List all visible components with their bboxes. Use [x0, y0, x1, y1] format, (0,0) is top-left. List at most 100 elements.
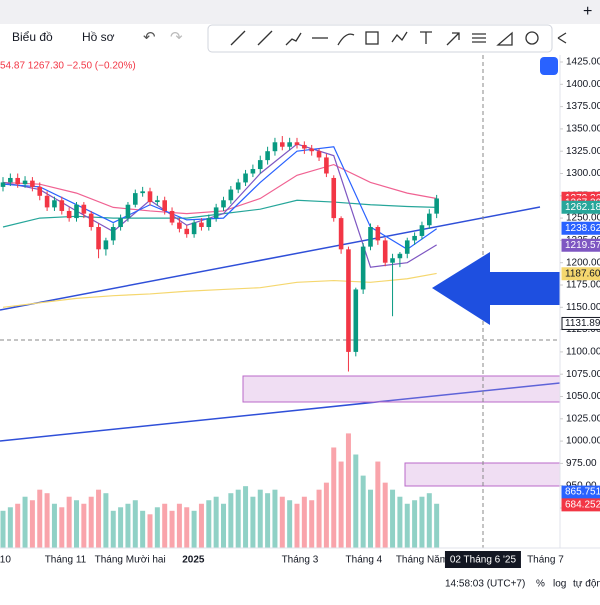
- candle-body: [147, 191, 153, 203]
- price-flag-label: 1219.57: [565, 240, 600, 251]
- volume-bar: [301, 496, 307, 548]
- candle-body: [44, 195, 50, 208]
- drawing-toolbar: [207, 24, 553, 53]
- y-tick-label: 1400.00: [566, 79, 600, 90]
- volume-bar: [316, 489, 322, 548]
- y-tick-label: 1425.00: [566, 57, 600, 68]
- volume-bar: [360, 475, 366, 548]
- volume-bar: [345, 433, 351, 548]
- candle-body: [118, 218, 123, 228]
- undo[interactable]: ↶: [143, 29, 156, 46]
- volume-bar: [154, 507, 160, 548]
- volume-bar: [37, 489, 43, 548]
- y-tick-label: 1000.00: [566, 436, 600, 447]
- volume-bar: [118, 507, 124, 548]
- cursor-time-box: [444, 551, 521, 568]
- candle-body: [309, 148, 314, 152]
- tool-arrow[interactable]: [446, 32, 460, 46]
- x-tick-label: Tháng Năm: [396, 555, 448, 566]
- price-flag: [561, 200, 600, 214]
- candle-body: [221, 200, 226, 208]
- volume-bar: [375, 461, 381, 548]
- y-tick-label: 975.00: [566, 458, 597, 469]
- tool-measure[interactable]: [496, 31, 513, 46]
- legend-values: 54.87 1267.30 −2.50 (−0.20%): [0, 61, 136, 72]
- percent-toggle[interactable]: %: [536, 579, 545, 590]
- volume-bar: [213, 496, 219, 548]
- tool-pattern[interactable]: [391, 31, 408, 43]
- x-tick-label: 2025: [182, 555, 205, 566]
- candle-body: [346, 249, 351, 352]
- candle-body: [434, 198, 439, 214]
- volume-bar: [169, 510, 175, 548]
- volume-bar: [294, 503, 300, 548]
- volume-bar: [235, 489, 241, 548]
- moving-average: [2, 143, 437, 268]
- candle-body: [199, 222, 204, 228]
- candle-body: [96, 227, 101, 250]
- redo[interactable]: ↷: [170, 29, 183, 46]
- tool-path[interactable]: [285, 32, 302, 46]
- status-bar: [0, 574, 600, 600]
- volume-bar: [15, 503, 21, 548]
- price-flag-label: 1187.60: [565, 268, 600, 279]
- candle-body: [331, 177, 337, 219]
- y-tick-label: 1025.00: [566, 413, 600, 424]
- candle-body: [397, 253, 403, 259]
- volume-bar: [368, 489, 373, 548]
- price-flag: [561, 316, 600, 330]
- volume-bar: [426, 493, 432, 548]
- volume-bar: [66, 496, 72, 548]
- volume-bar: [140, 510, 146, 548]
- volume-bar: [434, 503, 440, 548]
- chart-menu[interactable]: Biểu đồ: [12, 30, 53, 44]
- candle-body: [88, 213, 94, 228]
- volume-bar: [390, 489, 396, 548]
- candle-body: [419, 225, 425, 236]
- y-tick-label: 1150.00: [566, 302, 600, 313]
- profile-menu[interactable]: Hồ sơ: [82, 30, 115, 44]
- candle-body: [191, 222, 197, 235]
- volume-bar: [191, 510, 197, 548]
- volume-bar: [81, 503, 87, 548]
- volume-bar: [412, 500, 418, 548]
- tool-rect[interactable]: [365, 31, 379, 45]
- volume-bar: [110, 510, 116, 548]
- candle-body: [15, 177, 20, 185]
- volume-bar: [257, 489, 263, 548]
- arrow-annotation: [432, 252, 560, 325]
- y-tick-label: 1050.00: [566, 391, 600, 402]
- log-toggle[interactable]: log: [553, 579, 566, 590]
- price-flag: [561, 221, 600, 235]
- y-tick-label: 1300.00: [566, 168, 600, 179]
- tool-line[interactable]: [230, 30, 246, 46]
- tool-ray[interactable]: [257, 30, 273, 46]
- candle-body: [206, 218, 212, 228]
- tool-circle[interactable]: [525, 31, 539, 45]
- candle-body: [133, 193, 138, 205]
- candle-body: [287, 142, 292, 147]
- candle-body: [74, 204, 79, 219]
- x-tick-label: Tháng 7: [527, 555, 564, 566]
- tool-text[interactable]: [420, 31, 432, 44]
- new-tab[interactable]: +: [583, 3, 592, 20]
- volume-bar: [331, 447, 337, 548]
- volume-bar: [96, 489, 102, 548]
- y-tick-label: 1175.00: [566, 280, 600, 291]
- volume-bar: [176, 503, 182, 548]
- candle-body: [368, 227, 373, 247]
- volume-bar: [272, 489, 278, 548]
- volume-bar: [74, 500, 79, 548]
- volume-bar: [103, 493, 109, 548]
- scale-button[interactable]: [540, 57, 558, 75]
- tool-brush[interactable]: [337, 33, 355, 46]
- share[interactable]: [557, 32, 567, 44]
- volume-bar: [7, 507, 13, 548]
- auto-toggle[interactable]: tự độn: [573, 579, 600, 590]
- tool-fib[interactable]: [472, 33, 486, 43]
- candle-body: [265, 151, 270, 161]
- volume-bar: [59, 507, 65, 548]
- volume-bar: [88, 496, 94, 548]
- clock: 14:58:03 (UTC+7): [445, 579, 525, 590]
- candle-body: [235, 182, 241, 190]
